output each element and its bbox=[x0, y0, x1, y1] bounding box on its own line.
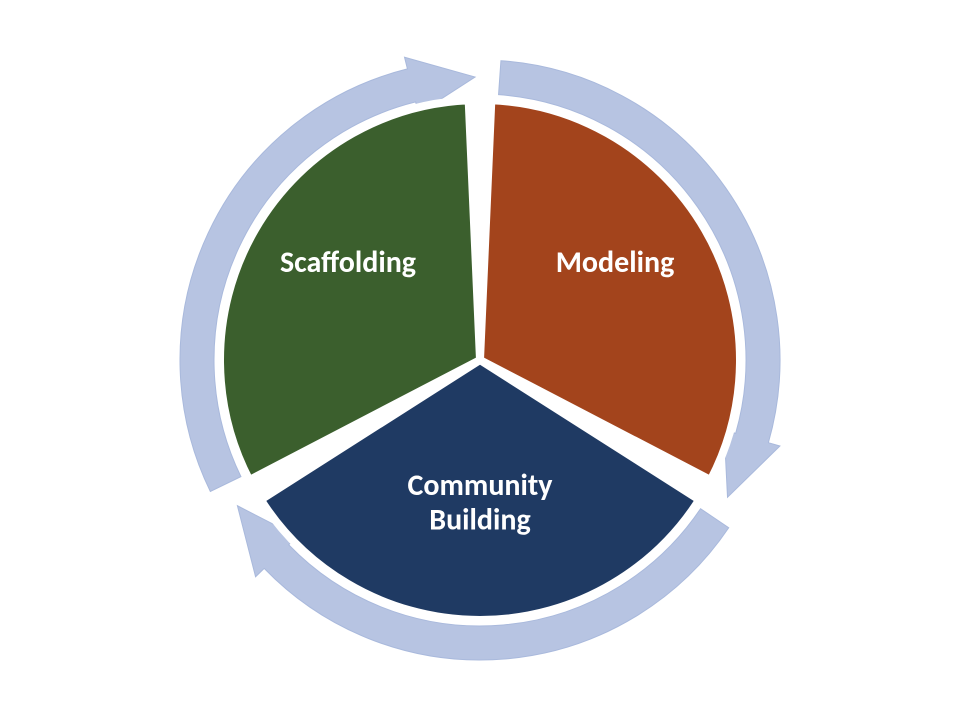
cycle-diagram: ModelingCommunityBuildingScaffolding bbox=[0, 0, 960, 720]
segment-layer bbox=[220, 100, 740, 620]
segment-label-scaffolding: Scaffolding bbox=[280, 244, 416, 281]
segment-label-modeling: Modeling bbox=[556, 244, 675, 281]
